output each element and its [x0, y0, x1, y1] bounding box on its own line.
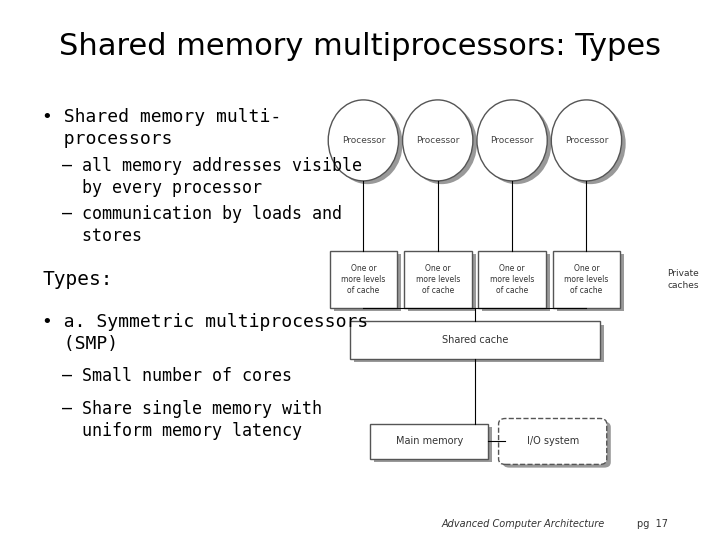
FancyBboxPatch shape [404, 251, 472, 308]
Ellipse shape [402, 100, 473, 181]
Text: – Small number of cores: – Small number of cores [42, 367, 292, 385]
FancyBboxPatch shape [478, 251, 546, 308]
Text: – Share single memory with
    uniform memory latency: – Share single memory with uniform memor… [42, 400, 323, 440]
FancyBboxPatch shape [370, 424, 488, 459]
FancyBboxPatch shape [503, 422, 611, 468]
FancyBboxPatch shape [333, 254, 401, 311]
Text: Shared cache: Shared cache [442, 335, 508, 345]
Ellipse shape [477, 100, 547, 181]
Text: Advanced Computer Architecture: Advanced Computer Architecture [441, 519, 604, 529]
FancyBboxPatch shape [350, 321, 600, 359]
Text: pg  17: pg 17 [637, 519, 668, 529]
Text: I/O system: I/O system [526, 436, 579, 447]
FancyBboxPatch shape [354, 325, 604, 362]
FancyBboxPatch shape [374, 427, 492, 462]
Ellipse shape [481, 103, 552, 184]
FancyBboxPatch shape [482, 254, 550, 311]
FancyBboxPatch shape [330, 251, 397, 308]
Text: • Shared memory multi-
  processors: • Shared memory multi- processors [42, 108, 282, 148]
Text: Processor: Processor [490, 136, 534, 145]
Text: Processor: Processor [564, 136, 608, 145]
Ellipse shape [333, 103, 402, 184]
Text: – all memory addresses visible
    by every processor: – all memory addresses visible by every … [42, 157, 362, 197]
Ellipse shape [328, 100, 399, 181]
FancyBboxPatch shape [553, 251, 620, 308]
Text: – communication by loads and
    stores: – communication by loads and stores [42, 205, 342, 245]
FancyBboxPatch shape [498, 418, 607, 464]
Text: Processor: Processor [416, 136, 459, 145]
FancyBboxPatch shape [557, 254, 624, 311]
Text: One or
more levels
of cache: One or more levels of cache [415, 264, 460, 295]
Text: Processor: Processor [342, 136, 385, 145]
Ellipse shape [552, 100, 621, 181]
Text: Main memory: Main memory [396, 436, 463, 447]
Ellipse shape [407, 103, 477, 184]
Text: Private
caches: Private caches [667, 269, 699, 289]
Text: One or
more levels
of cache: One or more levels of cache [564, 264, 608, 295]
FancyBboxPatch shape [408, 254, 476, 311]
Text: • a. Symmetric multiprocessors
  (SMP): • a. Symmetric multiprocessors (SMP) [42, 313, 369, 353]
Text: Types:: Types: [42, 270, 113, 289]
Text: Shared memory multiprocessors: Types: Shared memory multiprocessors: Types [59, 32, 661, 62]
Ellipse shape [555, 103, 626, 184]
Text: One or
more levels
of cache: One or more levels of cache [490, 264, 534, 295]
Text: One or
more levels
of cache: One or more levels of cache [341, 264, 386, 295]
